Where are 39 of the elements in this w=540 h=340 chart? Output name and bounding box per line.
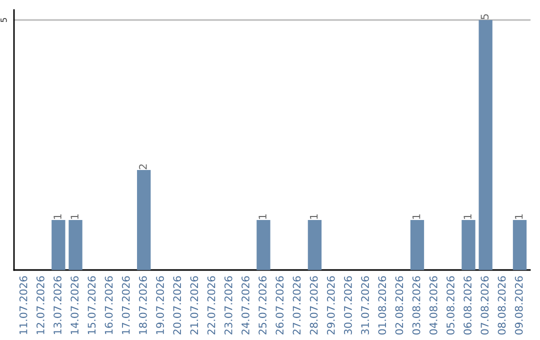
data-label: 1	[54, 214, 62, 219]
x-tick-label: 29.07.2026	[326, 276, 335, 334]
x-tick-label: 02.08.2026	[395, 276, 404, 335]
x-tick-label: 28.07.2026	[310, 276, 318, 334]
data-label: 1	[464, 214, 472, 219]
x-tick-label: 26.07.2026	[276, 276, 284, 334]
x-tick-label: 23.07.2026	[224, 276, 232, 334]
x-tick-label: 30.07.2026	[344, 276, 352, 334]
x-tick-label: 09.08.2026	[514, 276, 523, 335]
x-tick-label: 05.08.2026	[446, 276, 454, 335]
data-label: 2	[139, 164, 147, 170]
data-label: 1	[515, 214, 523, 219]
x-tick-label: 21.07.2026	[190, 276, 198, 334]
x-tick-label: 04.08.2026	[429, 276, 438, 335]
x-tick-label: 31.07.2026	[361, 276, 369, 334]
x-tick-label: 27.07.2026	[292, 276, 301, 334]
x-tick-label: 03.08.2026	[412, 276, 420, 335]
x-tick-label: 16.07.2026	[104, 276, 113, 334]
x-tick-label: 17.07.2026	[122, 276, 130, 334]
x-tick-label: 01.08.2026	[378, 276, 386, 335]
x-tick-label: 11.07.2026	[19, 276, 28, 334]
x-tick-label: 18.07.2026	[139, 276, 147, 334]
x-tick-label: 12.07.2026	[36, 276, 44, 334]
data-label: 1	[310, 214, 318, 219]
x-tick-label: 14.07.2026	[70, 276, 79, 334]
x-tick-label: 25.07.2026	[258, 276, 266, 334]
x-tick-label: 08.08.2026	[498, 276, 506, 335]
x-tick-label: 06.08.2026	[464, 276, 472, 335]
data-label: 5	[480, 14, 489, 20]
data-label: 1	[70, 214, 78, 219]
data-label: 1	[258, 214, 266, 219]
x-tick-label: 22.07.2026	[207, 276, 216, 334]
x-tick-label: 13.07.2026	[54, 276, 62, 334]
x-tick-label: 24.07.2026	[242, 276, 250, 334]
x-tick-label: 20.07.2026	[173, 276, 182, 334]
data-label: 1	[412, 214, 420, 219]
x-tick-label: 07.08.2026	[480, 276, 489, 335]
x-tick-label: 19.07.2026	[156, 276, 164, 334]
x-tick-label: 15.07.2026	[88, 276, 96, 334]
